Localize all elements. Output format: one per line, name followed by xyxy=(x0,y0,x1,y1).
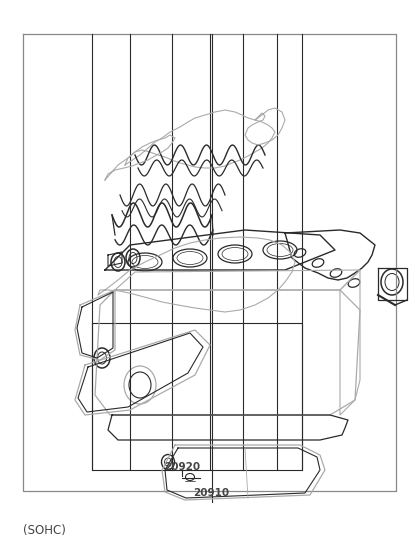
Text: 20920: 20920 xyxy=(164,462,200,472)
Text: (SOHC): (SOHC) xyxy=(23,524,66,537)
Text: 20910: 20910 xyxy=(194,488,230,498)
